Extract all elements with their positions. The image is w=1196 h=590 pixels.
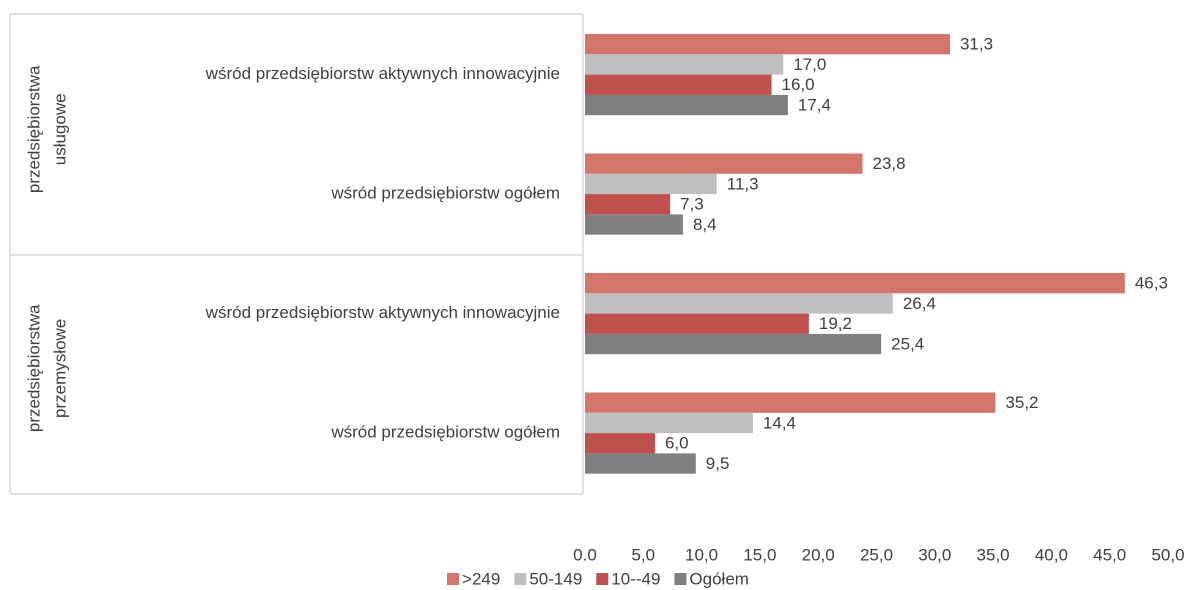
group-label-line: przedsiębiorstwa xyxy=(24,304,43,432)
bar xyxy=(585,214,683,235)
legend-swatch xyxy=(674,573,687,585)
legend-label: 10--49 xyxy=(611,569,660,588)
bar xyxy=(585,34,950,55)
x-tick-label: 35,0 xyxy=(977,545,1010,564)
x-tick-label: 0.0 xyxy=(573,545,597,564)
bar xyxy=(585,313,809,334)
data-label: 46,3 xyxy=(1135,274,1168,293)
x-tick-label: 45,0 xyxy=(1093,545,1126,564)
x-tick-label: 5,0 xyxy=(631,545,655,564)
bar xyxy=(585,293,893,314)
data-label: 8,4 xyxy=(693,215,717,234)
data-label: 17,0 xyxy=(793,55,826,74)
bar xyxy=(585,453,696,474)
x-tick-label: 15,0 xyxy=(743,545,776,564)
category-frame xyxy=(9,13,584,495)
data-label: 9,5 xyxy=(706,454,730,473)
data-label: 17,4 xyxy=(798,96,831,115)
legend-swatch xyxy=(596,573,609,585)
legend-swatch xyxy=(447,573,460,585)
group-label-line: usługowe xyxy=(50,93,69,165)
bar xyxy=(585,433,655,454)
x-tick-label: 40,0 xyxy=(1035,545,1068,564)
x-tick-label: 10,0 xyxy=(685,545,718,564)
data-label: 7,3 xyxy=(680,195,704,214)
bar xyxy=(585,392,996,413)
data-label: 19,2 xyxy=(819,314,852,333)
bar xyxy=(585,74,772,95)
x-tick-label: 20,0 xyxy=(802,545,835,564)
group-label: przedsiębiorstwa usługowe xyxy=(24,65,69,193)
bar xyxy=(585,194,671,215)
data-label: 23,8 xyxy=(873,154,906,173)
data-label: 26,4 xyxy=(903,294,936,313)
category-label: wśród przedsiębiorstw aktywnych innowacy… xyxy=(205,303,560,322)
legend-label: Ogółem xyxy=(689,569,749,588)
data-label: 6,0 xyxy=(665,434,689,453)
legend-label: 50-149 xyxy=(529,569,582,588)
bar xyxy=(585,94,788,116)
category-label: wśród przedsiębiorstw aktywnych innowacy… xyxy=(205,64,560,83)
bar xyxy=(585,412,753,434)
group-label: przedsiębiorstwa przemysłowe xyxy=(24,304,69,432)
legend-swatch xyxy=(514,573,527,585)
x-tick-label: 30,0 xyxy=(918,545,951,564)
group-label-line: przedsiębiorstwa xyxy=(24,65,43,193)
x-tick-label: 50,0 xyxy=(1151,545,1184,564)
bar xyxy=(585,54,784,75)
category-label: wśród przedsiębiorstw ogółem xyxy=(330,423,560,442)
data-label: 31,3 xyxy=(960,35,993,54)
group-label-line: przemysłowe xyxy=(50,319,69,418)
data-label: 25,4 xyxy=(891,335,924,354)
category-label: wśród przedsiębiorstw ogółem xyxy=(330,184,560,203)
data-label: 14,4 xyxy=(763,413,796,432)
bar xyxy=(585,153,863,174)
legend: >249 50-149 10--49 Ogółem xyxy=(447,569,749,588)
data-label: 35,2 xyxy=(1005,393,1038,412)
legend-label: >249 xyxy=(462,569,500,588)
data-label: 11,3 xyxy=(727,174,759,193)
bar xyxy=(585,273,1125,294)
x-tick-label: 25,0 xyxy=(860,545,893,564)
bar xyxy=(585,173,717,195)
data-label: 16,0 xyxy=(782,75,815,94)
bar xyxy=(585,333,882,355)
